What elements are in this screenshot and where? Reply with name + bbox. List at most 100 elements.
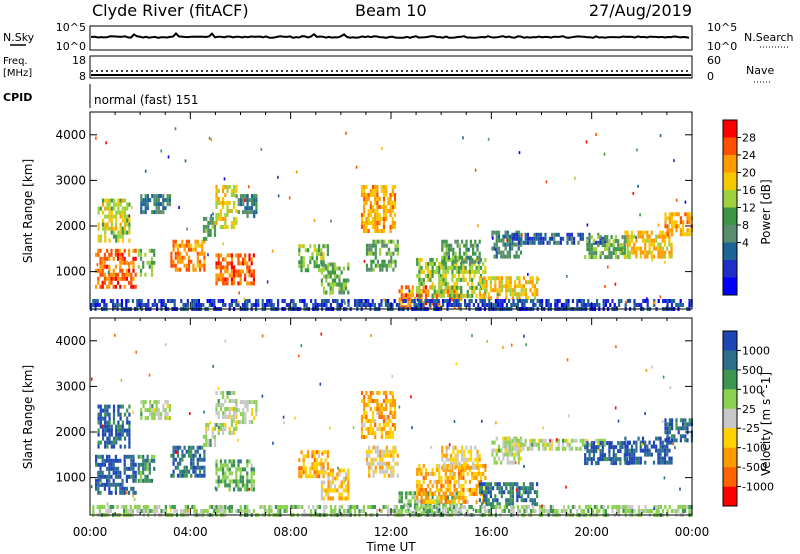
heatmap-cell: [228, 253, 231, 258]
heatmap-cell: [114, 490, 117, 495]
heatmap-cell: [592, 255, 596, 260]
heatmap-cell: [440, 475, 443, 480]
heatmap-cell: [597, 438, 600, 443]
heatmap-cell: [515, 250, 518, 255]
heatmap-cell: [379, 461, 382, 466]
heatmap-cell: [595, 445, 598, 450]
heatmap-cell: [633, 303, 636, 307]
heatmap-cell: [668, 505, 671, 509]
heatmap-cell: [429, 273, 432, 278]
heatmap-cell: [117, 432, 120, 437]
heatmap-cell: [230, 415, 233, 419]
heatmap-cell: [637, 509, 640, 513]
heatmap-cell: [506, 254, 509, 259]
heatmap-cell: [666, 509, 669, 513]
heatmap-cell: [108, 252, 111, 257]
heatmap-cell: [523, 334, 525, 338]
heatmap-cell: [505, 303, 508, 307]
heatmap-cell: [517, 234, 520, 239]
heatmap-cell: [489, 288, 492, 293]
heatmap-cell: [121, 234, 124, 239]
heatmap-cell: [463, 243, 466, 248]
heatmap-cell: [626, 238, 629, 243]
heatmap-cell: [217, 415, 220, 419]
heatmap-cell: [114, 486, 117, 491]
heatmap-cell: [679, 232, 682, 237]
heatmap-cell: [340, 484, 343, 489]
heatmap-cell: [304, 466, 307, 471]
heatmap-cell: [644, 509, 647, 513]
heatmap-cell: [97, 490, 100, 495]
heatmap-cell: [106, 248, 109, 253]
heatmap-cell: [650, 238, 653, 243]
heatmap-cell: [203, 410, 205, 414]
heatmap-cell: [119, 222, 122, 227]
heatmap-cell: [452, 259, 455, 264]
heatmap-cell: [526, 240, 529, 245]
heatmap-cell: [224, 407, 227, 411]
heatmap-cell: [523, 509, 526, 513]
heatmap-cell: [464, 467, 467, 472]
heatmap-cell: [446, 479, 450, 484]
heatmap-cell: [104, 428, 107, 433]
heatmap-cell: [473, 491, 476, 496]
heatmap-cell: [222, 197, 225, 201]
heatmap-cell: [612, 445, 615, 450]
heatmap-cell: [424, 261, 428, 266]
heatmap-cell: [268, 509, 271, 513]
heatmap-cell: [590, 461, 593, 466]
heatmap-cell: [509, 280, 512, 285]
heatmap-cell: [128, 404, 131, 409]
heatmap-cell: [230, 281, 233, 286]
heatmap-cell: [323, 468, 326, 473]
heatmap-cell: [119, 458, 122, 463]
heatmap-cell: [644, 246, 647, 251]
heatmap-cell: [441, 259, 444, 264]
heatmap-cell: [519, 299, 522, 303]
heatmap-cell: [547, 509, 550, 513]
heatmap-cell: [510, 509, 513, 513]
heatmap-cell: [641, 230, 645, 235]
heatmap-cell: [441, 239, 444, 244]
heatmap-cell: [411, 426, 413, 430]
heatmap-cell: [108, 226, 111, 231]
heatmap-cell: [501, 509, 504, 513]
heatmap-cell: [495, 242, 498, 247]
heatmap-cell: [586, 438, 589, 443]
heatmap-cell: [207, 426, 210, 431]
heatmap-cell: [570, 446, 573, 451]
heatmap-cell: [248, 281, 251, 286]
heatmap-cell: [192, 247, 195, 252]
heatmap-cell: [230, 265, 233, 270]
heatmap-cell: [371, 399, 375, 403]
heatmap-cell: [455, 261, 458, 266]
heatmap-cell: [374, 251, 377, 256]
heatmap-cell: [684, 438, 687, 443]
heatmap-cell: [662, 299, 665, 303]
heatmap-cell: [615, 345, 617, 349]
heatmap-cell: [533, 240, 536, 245]
heatmap-cell: [431, 265, 434, 270]
heatmap-cell: [445, 445, 448, 450]
heatmap-cell: [659, 295, 662, 299]
heatmap-cell: [228, 459, 231, 464]
heatmap-cell: [363, 205, 366, 209]
heatmap-cell: [112, 412, 116, 417]
heatmap-cell: [101, 505, 104, 509]
heatmap-cell: [382, 427, 386, 431]
heatmap-cell: [566, 358, 569, 362]
heatmap-cell: [427, 265, 430, 270]
heatmap-cell: [411, 285, 414, 290]
heatmap-cell: [336, 274, 339, 279]
heatmap-cell: [150, 478, 154, 483]
heatmap-cell: [108, 440, 111, 445]
heatmap-cell: [450, 303, 453, 307]
heatmap-cell: [226, 281, 229, 286]
heatmap-cell: [478, 457, 481, 462]
heatmap-cell: [571, 299, 574, 303]
heatmap-cell: [420, 467, 423, 472]
heatmap-cell: [442, 509, 445, 513]
heatmap-cell: [101, 299, 104, 303]
heatmap-cell: [215, 221, 218, 225]
heatmap-cell: [126, 416, 129, 421]
